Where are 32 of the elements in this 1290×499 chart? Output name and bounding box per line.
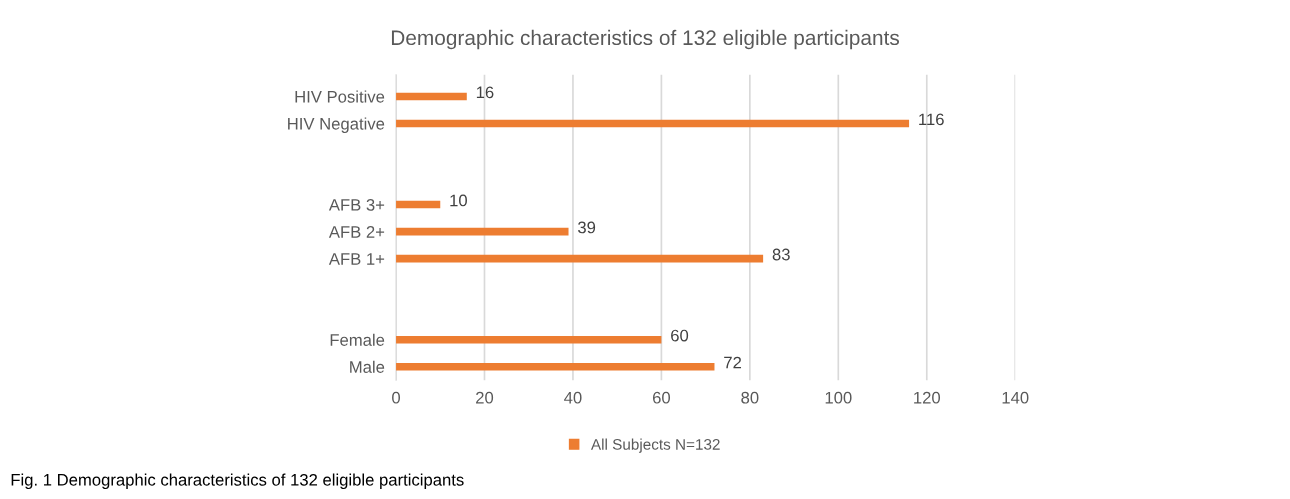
data-label: 16 [476, 86, 494, 99]
data-label: 83 [772, 248, 790, 261]
bar [396, 362, 715, 371]
data-label: 116 [919, 113, 944, 126]
y-tick-label: HIV Negative [288, 117, 385, 133]
caption: Fig. 1 Demographic characteristics of 132 eligible participants [11, 473, 464, 490]
bar [396, 335, 662, 344]
bar [396, 119, 910, 128]
y-tick-label: AFB 2+ [328, 226, 385, 238]
data-label: 10 [450, 194, 467, 207]
x-tick-label: 0 [392, 391, 401, 404]
y-tick-label: AFB 1+ [328, 253, 385, 265]
data-label: 60 [671, 329, 689, 342]
x-tick-label: 100 [825, 391, 852, 404]
x-tick-label: 20 [476, 391, 494, 404]
x-tick-label: 140 [1002, 391, 1029, 404]
y-tick-label: Male [350, 360, 385, 373]
x-tick-label: 80 [741, 391, 759, 404]
x-tick-label: 40 [564, 391, 582, 404]
bar [396, 92, 467, 101]
bar [396, 200, 441, 209]
data-label: 39 [578, 221, 596, 234]
legend-label: All Subjects N=132 [590, 438, 720, 453]
bar [396, 254, 764, 263]
x-tick-label: 120 [914, 391, 941, 404]
bar [396, 227, 569, 236]
y-tick-label: Female [330, 333, 385, 346]
chart-title: Demographic characteristics of 132 eligible participants [391, 29, 900, 50]
y-tick-label: HIV Positive [295, 90, 385, 103]
x-tick-label: 60 [652, 391, 671, 404]
y-tick-label: AFB 3+ [328, 198, 385, 211]
data-label: 72 [724, 356, 742, 369]
